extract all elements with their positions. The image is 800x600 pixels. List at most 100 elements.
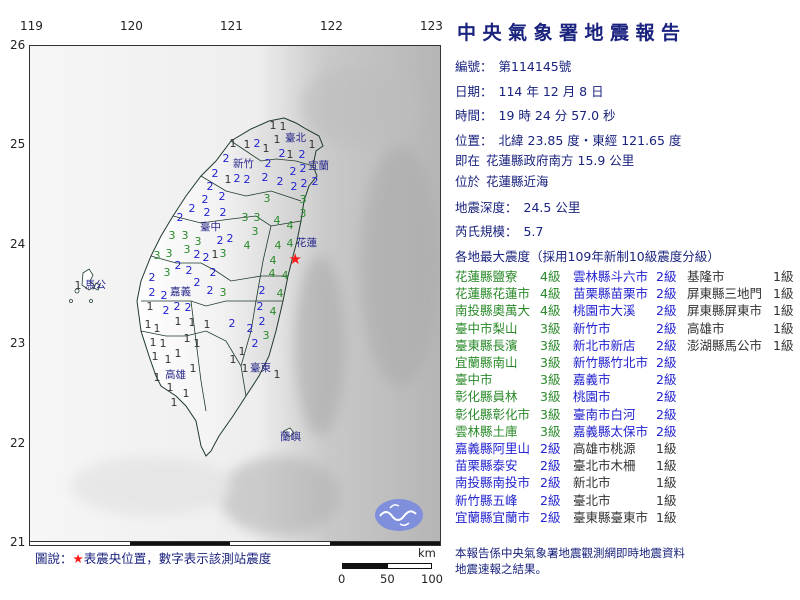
station-intensity: 2: [219, 206, 227, 220]
station-intensity: 2: [261, 170, 269, 184]
station-intensity: 2: [251, 336, 259, 350]
intensity-level: 1級: [656, 441, 677, 456]
station-intensity: 1: [153, 321, 161, 335]
station-intensity: 2: [243, 172, 251, 186]
station-intensity: 1: [170, 396, 178, 410]
station-intensity: 1: [229, 352, 237, 366]
city-label: 臺東: [250, 361, 271, 374]
scale-label-0: 0: [338, 572, 346, 586]
scale-label-100: 100: [421, 572, 443, 586]
intensity-level: 1級: [773, 320, 794, 336]
intensity-level: 2級: [656, 303, 677, 319]
star-icon: ★: [72, 551, 84, 566]
station-intensity: 2: [148, 286, 156, 300]
station-intensity: 1: [224, 172, 232, 186]
intensity-place: 臺南市白河: [573, 406, 636, 422]
latitude-tick: 25: [10, 137, 26, 152]
station-intensity: 2: [184, 300, 192, 314]
intensity-level: 2級: [656, 372, 677, 388]
longitude-tick: 120: [120, 19, 143, 33]
intensity-place: 雲林縣斗六市: [573, 269, 649, 284]
intensity-level: 4級: [540, 269, 561, 284]
intensity-place: 臺北市木柵: [573, 458, 636, 474]
intensity-place: 臺東縣長濱: [455, 337, 518, 353]
station-intensity: 2: [185, 264, 193, 278]
station-intensity: 2: [298, 147, 306, 161]
city-label: 宜蘭: [308, 159, 329, 172]
value: 19 時 24 分 57.0 秒: [498, 108, 616, 123]
intensity-place: 新竹縣五峰: [455, 492, 518, 508]
report-depth: 地震深度： 24.5 公里: [455, 197, 586, 216]
station-intensity: 2: [311, 174, 319, 188]
station-intensity: 2: [160, 288, 168, 302]
intensity-level: 4級: [540, 303, 561, 319]
intensity-place: 臺中市: [455, 372, 493, 388]
station-intensity: 3: [153, 249, 161, 263]
intensity-level: 2級: [540, 492, 561, 508]
station-intensity: 2: [203, 205, 211, 219]
intensity-level: 2級: [656, 355, 677, 370]
station-intensity: 1: [174, 314, 182, 328]
station-intensity: 2: [162, 303, 170, 317]
city-label: 新竹: [233, 157, 254, 170]
intensity-place: 高雄市: [687, 320, 725, 336]
station-intensity: 2: [211, 166, 219, 180]
city-label: 臺中: [200, 221, 221, 234]
station-intensity: 3: [181, 229, 189, 243]
intensity-place: 南投縣南投市: [455, 475, 531, 491]
station-intensity: 2: [201, 192, 209, 206]
intensity-level: 2級: [540, 441, 561, 456]
station-intensity: 1: [174, 346, 182, 360]
intensity-place: 澎湖縣馬公市: [687, 337, 763, 353]
intensity-place: 高雄市桃源: [573, 441, 636, 456]
station-intensity: 1: [146, 299, 154, 313]
station-intensity: 4: [281, 269, 289, 283]
intensity-place: 嘉義縣太保市: [573, 423, 649, 439]
intensity-place: 宜蘭縣宜蘭市: [455, 509, 531, 525]
intensity-level: 1級: [656, 509, 677, 525]
station-intensity: 1: [262, 141, 270, 155]
latitude-tick: 26: [10, 38, 26, 52]
station-intensity: 3: [241, 211, 249, 225]
longitude-tick: 122: [320, 19, 343, 33]
station-intensity: 1: [166, 381, 174, 395]
intensity-level: 1級: [773, 337, 794, 353]
intensity-level: 2級: [656, 389, 677, 405]
station-intensity: 2: [174, 259, 182, 273]
latitude-tick: 22: [10, 435, 26, 450]
station-intensity: 1: [238, 344, 246, 358]
intensity-place: 苗栗縣苗栗市: [573, 286, 649, 302]
intensity-level: 2級: [656, 406, 677, 422]
intensity-level: 1級: [773, 286, 794, 302]
station-intensity: 4: [274, 239, 282, 253]
station-intensity: 1: [182, 387, 190, 401]
station-intensity: 4: [286, 237, 294, 251]
scale-unit: km: [418, 546, 436, 560]
legend-text: 表震央位置，數字表示該測站震度: [83, 551, 272, 566]
station-intensity: 1: [308, 137, 316, 151]
footer-note-line1: 本報告係中央氣象署地震觀測網即時地震資料: [455, 546, 685, 560]
station-intensity: 1: [203, 317, 211, 331]
legend-prefix: 圖說：: [35, 551, 73, 566]
intensity-level: 3級: [540, 372, 561, 388]
intensity-place: 基隆市: [687, 269, 725, 284]
latitude-tick: 24: [10, 236, 26, 251]
intensity-level: 4級: [540, 286, 561, 302]
station-intensity: 3: [262, 328, 270, 342]
station-intensity: 1: [269, 119, 277, 133]
station-intensity: 3: [194, 235, 202, 249]
latitude-tick: 21: [10, 535, 26, 549]
map-background: [30, 46, 440, 541]
label: 位置：: [455, 133, 493, 148]
intensity-place: 臺東縣臺東市: [573, 509, 649, 525]
city-label: 馬公: [85, 279, 106, 292]
intensity-place: 宜蘭縣南山: [455, 355, 518, 370]
station-intensity: 2: [300, 176, 308, 190]
intensity-place: 花蓮縣花蓮市: [455, 286, 531, 302]
intensity-place: 新北市: [573, 475, 611, 491]
label: 編號：: [455, 59, 493, 74]
intensity-level: 1級: [656, 458, 677, 474]
scale-label-50: 50: [380, 572, 395, 586]
station-intensity: 2: [253, 136, 261, 150]
